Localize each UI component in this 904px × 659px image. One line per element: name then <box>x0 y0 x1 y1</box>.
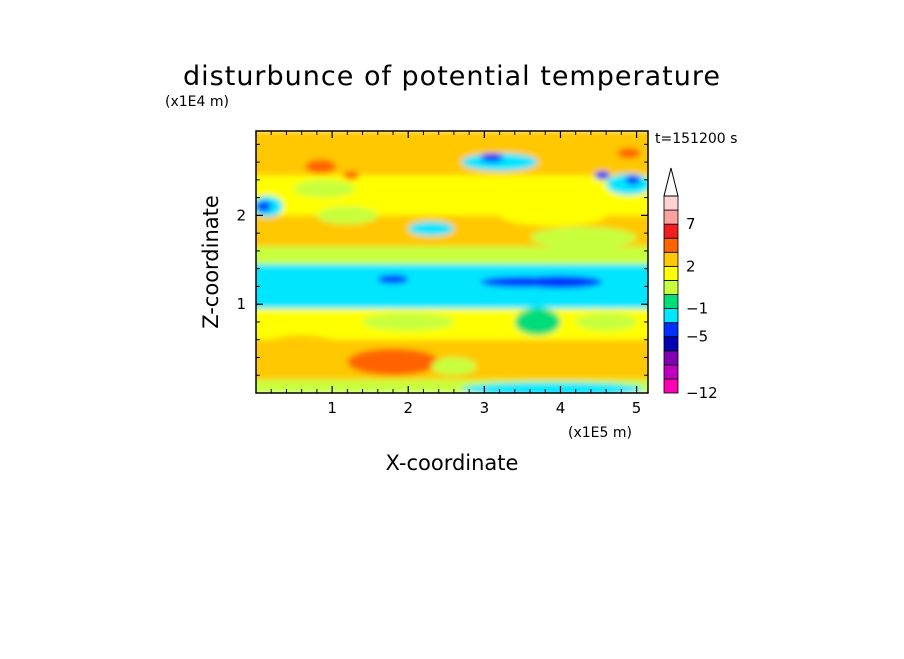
heatmap-feature <box>514 308 561 336</box>
y-axis-title: Z-coordinate <box>199 195 223 329</box>
colorbar-segment <box>663 294 679 309</box>
heatmap-feature <box>316 206 378 225</box>
x-tick-label: 1 <box>327 399 337 417</box>
heatmap-band <box>256 246 648 265</box>
plot-frame <box>255 130 649 394</box>
colorbar-tick-label: −12 <box>686 384 718 402</box>
colorbar-tick-label: 2 <box>686 257 696 275</box>
colorbar-tick-label: 7 <box>686 215 696 233</box>
heatmap-feature <box>461 153 538 171</box>
heatmap-feature <box>347 348 439 376</box>
colorbar-segment <box>663 280 679 295</box>
y-axis-ticks: 12 <box>236 143 648 376</box>
heatmap-band <box>256 264 648 309</box>
heatmap-feature <box>256 201 272 212</box>
colorbar-segment <box>663 350 679 366</box>
colorbar-segment <box>663 251 679 267</box>
chart-title: disturbunce of potential temperature <box>183 61 721 92</box>
colorbar-segment <box>663 223 679 239</box>
heatmap-feature <box>305 159 336 174</box>
heatmap-feature <box>594 170 610 180</box>
heatmap-feature <box>461 382 645 393</box>
x-tick-label: 5 <box>632 399 642 417</box>
heatmap-feature <box>431 357 477 376</box>
colorbar-segment <box>663 209 679 225</box>
x-tick-label: 4 <box>556 399 566 417</box>
colorbar-tick-label: −1 <box>686 300 708 318</box>
x-axis-title: X-coordinate <box>386 451 519 475</box>
heatmap-feature <box>499 204 607 227</box>
heatmap-feature <box>362 313 454 331</box>
x-tick-label: 3 <box>480 399 490 417</box>
colorbar-segment <box>663 308 679 324</box>
heatmap-feature <box>256 335 348 371</box>
time-label: t=151200 s <box>655 131 737 147</box>
heatmap-feature <box>377 274 409 284</box>
heatmap-feature <box>408 221 454 236</box>
y-tick-label: 1 <box>236 295 246 313</box>
y-scale-label: (x1E4 m) <box>165 94 229 110</box>
y-tick-label: 2 <box>236 206 246 224</box>
heatmap-feature <box>294 179 355 198</box>
colorbar-segment <box>663 265 679 281</box>
x-tick-label: 2 <box>403 399 413 417</box>
heatmap-feature <box>625 175 641 185</box>
colorbar-segment <box>663 195 679 211</box>
heatmap-feature <box>575 313 637 331</box>
heatmap-feature <box>480 153 504 163</box>
heatmap-plot-area <box>256 131 648 393</box>
colorbar-segment <box>663 378 679 394</box>
colorbar-segment <box>663 364 679 380</box>
heatmap-feature <box>530 226 637 249</box>
heatmap-feature <box>617 147 641 159</box>
colorbar-segment <box>663 336 679 352</box>
colorbar-segment <box>663 237 679 253</box>
colorbar-segment <box>663 322 679 338</box>
colorbar-extend-arrow <box>663 167 679 197</box>
x-scale-label: (x1E5 m) <box>568 425 632 441</box>
colorbar-tick-label: −5 <box>686 328 708 346</box>
heatmap-feature <box>343 170 359 180</box>
heatmap-feature <box>518 275 603 289</box>
colorbar: −12−5−127 <box>663 167 718 402</box>
x-axis-ticks: 1 2 3 4 5 <box>270 131 642 417</box>
